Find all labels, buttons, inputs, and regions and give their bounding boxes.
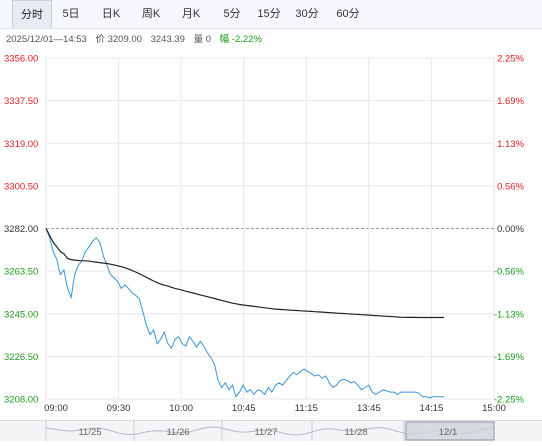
- nav-date-label: 11/27: [254, 427, 277, 438]
- y-left-tick-label: 3208.00: [4, 395, 38, 406]
- y-right-tick-label: -1.13%: [494, 309, 525, 320]
- y-left-tick-label: 3263.50: [4, 267, 38, 278]
- y-right-tick-label: 1.69%: [497, 96, 524, 107]
- tab-3[interactable]: 周K: [141, 8, 161, 20]
- avg-line: [45, 228, 444, 319]
- info-volume: 量 0: [193, 34, 212, 45]
- y-right-tick-label: 2.25%: [497, 54, 524, 65]
- nav-date-label: 11/25: [78, 427, 101, 438]
- navigator-overview[interactable]: 11/25 11/26 11/27 11/28 12/1: [0, 421, 542, 441]
- tab-1[interactable]: 5日: [62, 8, 80, 20]
- y-left-tick-label: 3245.00: [4, 309, 38, 320]
- tab-6[interactable]: 15分: [257, 8, 281, 20]
- nav-date-label: 12/1: [439, 427, 458, 438]
- y-right-tick-label: 0.00%: [497, 224, 524, 235]
- y-left-tick-label: 3300.50: [4, 181, 38, 192]
- tab-4[interactable]: 月K: [181, 8, 201, 20]
- tab-8[interactable]: 60分: [336, 8, 360, 20]
- x-tick-label: 09:00: [44, 403, 68, 414]
- date-navigator[interactable]: 11/25 11/26 11/27 11/28 12/1: [0, 420, 542, 441]
- info-avg: 3243.39: [150, 34, 185, 45]
- y-left-tick-label: 3226.50: [4, 352, 38, 363]
- y-left-tick-label: 3282.00: [4, 224, 38, 235]
- intraday-chart: 3356.00 2.25% 3337.50 1.69% 3319.00 1.13% 3300…: [4, 54, 525, 415]
- quote-info-bar: 2025/12/01—14:53 价 3209.00 3243.39 量 0 幅…: [6, 31, 268, 45]
- nav-date-label: 11/28: [344, 427, 367, 438]
- y-right-tick-label: 0.56%: [497, 181, 524, 192]
- tab-5[interactable]: 5分: [223, 8, 241, 20]
- x-tick-label: 14:15: [420, 403, 444, 414]
- x-tick-label: 10:00: [169, 403, 193, 414]
- period-tabs: 分时 5日 日K 周K 月K 5分 15分 30分 60分: [0, 0, 542, 29]
- price-line: [45, 228, 444, 399]
- tab-0[interactable]: 分时: [12, 0, 52, 28]
- y-right-tick-label: -0.56%: [494, 267, 525, 278]
- x-tick-label: 11:15: [295, 403, 318, 414]
- y-left-tick-label: 3337.50: [4, 96, 38, 107]
- y-right-tick-label: -1.69%: [494, 352, 525, 363]
- y-left-tick-label: 3319.00: [4, 139, 38, 150]
- info-price: 价 3209.00: [95, 34, 142, 45]
- info-change: 幅 -2.22%: [219, 34, 262, 45]
- y-left-tick-label: 3356.00: [4, 54, 38, 65]
- x-tick-label: 13:45: [357, 403, 381, 414]
- x-tick-label: 09:30: [107, 403, 131, 414]
- tab-7[interactable]: 30分: [295, 8, 319, 20]
- x-tick-label: 10:45: [232, 403, 256, 414]
- info-datetime: 2025/12/01—14:53: [6, 34, 87, 45]
- nav-date-label: 11/26: [166, 427, 189, 438]
- tab-2[interactable]: 日K: [101, 8, 121, 20]
- x-tick-label: 15:00: [482, 403, 506, 414]
- y-right-tick-label: -2.25%: [494, 395, 525, 406]
- y-right-tick-label: 1.13%: [497, 139, 524, 150]
